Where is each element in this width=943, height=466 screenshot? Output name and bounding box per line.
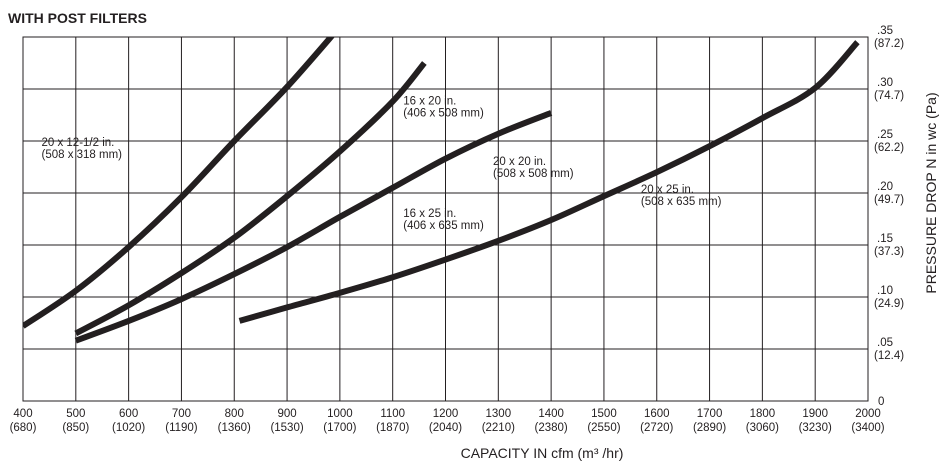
x-tick-label-metric-4: (1360) xyxy=(218,422,251,434)
x-tick-label-metric-14: (3060) xyxy=(746,422,779,434)
curve-series-2 xyxy=(74,110,553,344)
curve-labels: 20 x 12-1/2 in.(508 x 318 mm) 16 x 20 in.… xyxy=(41,96,721,232)
curve-label-1-size-mm: (406 x 508 mm) xyxy=(403,108,484,120)
x-axis-ticks: 400 (680) 500 (850) 600 (1020) 700 (1190) 800 (13… xyxy=(10,408,885,434)
x-tick-label-metric-5: (1530) xyxy=(270,422,303,434)
y-tick-label-metric-6: (74.7) xyxy=(874,90,904,102)
x-tick-label-15: 1900 xyxy=(802,408,828,420)
y-tick-label-2: .10 xyxy=(877,285,893,297)
x-tick-label-metric-7: (1870) xyxy=(376,422,409,434)
x-tick-label-metric-2: (1020) xyxy=(112,422,145,434)
curve-label-2-size-in: 16 x 25 in. xyxy=(403,208,456,220)
y-tick-label-7: .35 xyxy=(877,25,893,37)
y-tick-label-metric-1: (12.4) xyxy=(874,350,904,362)
x-tick-label-5: 900 xyxy=(277,408,296,420)
curve-label-4-size-mm: (508 x 635 mm) xyxy=(641,196,722,208)
x-tick-label-metric-12: (2720) xyxy=(640,422,673,434)
x-tick-label-10: 1400 xyxy=(538,408,564,420)
curve-series-1 xyxy=(74,61,427,337)
curve-label-0-size-in: 20 x 12-1/2 in. xyxy=(41,137,114,149)
x-tick-label-9: 1300 xyxy=(486,408,512,420)
x-tick-label-8: 1200 xyxy=(433,408,459,420)
x-tick-label-7: 1100 xyxy=(380,408,405,420)
x-tick-label-12: 1600 xyxy=(644,408,670,420)
y-tick-label-4: .20 xyxy=(877,181,893,193)
x-tick-label-4: 800 xyxy=(225,408,244,420)
x-tick-label-0: 400 xyxy=(13,408,32,420)
y-axis-ticks: 0 .05(12.4) .10(24.9) .15(37.3) .20(49.7) .25… xyxy=(874,25,904,408)
x-tick-label-3: 700 xyxy=(172,408,191,420)
x-tick-label-14: 1800 xyxy=(750,408,776,420)
y-tick-label-0: 0 xyxy=(878,396,884,408)
x-axis-label: CAPACITY IN cfm (m³ /hr) xyxy=(461,445,624,461)
x-tick-label-16: 2000 xyxy=(855,408,881,420)
curve-label-3-size-mm: (508 x 508 mm) xyxy=(493,168,574,180)
curve-series-4 xyxy=(238,40,860,324)
x-tick-label-2: 600 xyxy=(119,408,138,420)
chart-title: WITH POST FILTERS xyxy=(8,10,147,26)
y-axis-label: PRESSURE DROP N in wc (Pa) xyxy=(923,92,939,293)
curve-series-0 xyxy=(23,37,335,329)
curve-label-1-size-in: 16 x 20 in. xyxy=(403,96,456,108)
curve-label-2-size-mm: (406 x 635 mm) xyxy=(403,220,484,232)
x-tick-label-metric-0: (680) xyxy=(10,422,37,434)
x-tick-label-metric-6: (1700) xyxy=(323,422,356,434)
y-tick-label-metric-5: (62.2) xyxy=(874,142,904,154)
x-tick-label-metric-8: (2040) xyxy=(429,422,462,434)
y-tick-label-metric-3: (37.3) xyxy=(874,246,904,258)
curve-label-4-size-in: 20 x 25 in. xyxy=(641,184,694,196)
x-tick-label-metric-10: (2380) xyxy=(535,422,568,434)
chart-grid xyxy=(22,36,869,402)
x-tick-label-metric-15: (3230) xyxy=(799,422,832,434)
x-tick-label-13: 1700 xyxy=(697,408,723,420)
x-tick-label-metric-1: (850) xyxy=(62,422,89,434)
x-tick-label-1: 500 xyxy=(66,408,85,420)
y-tick-label-metric-7: (87.2) xyxy=(874,38,904,50)
y-tick-label-3: .15 xyxy=(877,233,893,245)
x-tick-label-metric-16: (3400) xyxy=(851,422,884,434)
curve-label-0-size-mm: (508 x 318 mm) xyxy=(41,149,122,161)
x-tick-label-metric-3: (1190) xyxy=(165,422,198,434)
y-tick-label-metric-4: (49.7) xyxy=(874,194,904,206)
x-tick-label-metric-13: (2890) xyxy=(693,422,726,434)
y-tick-label-metric-2: (24.9) xyxy=(874,298,904,310)
x-tick-label-11: 1500 xyxy=(591,408,617,420)
y-tick-label-5: .25 xyxy=(877,129,893,141)
x-tick-label-metric-11: (2550) xyxy=(587,422,620,434)
x-tick-label-metric-9: (2210) xyxy=(482,422,515,434)
curve-group xyxy=(23,37,860,344)
y-tick-label-1: .05 xyxy=(877,337,893,349)
y-tick-label-6: .30 xyxy=(877,77,893,89)
curve-label-3-size-in: 20 x 20 in. xyxy=(493,156,546,168)
x-tick-label-6: 1000 xyxy=(327,408,353,420)
